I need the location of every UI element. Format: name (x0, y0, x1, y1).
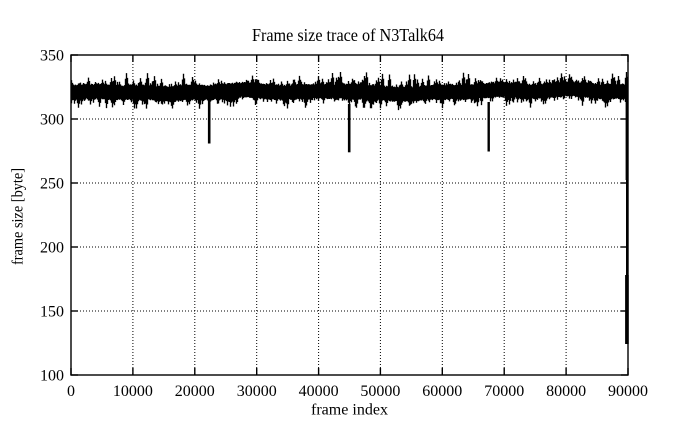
svg-text:150: 150 (40, 303, 64, 320)
svg-text:200: 200 (40, 239, 64, 256)
svg-text:frame index: frame index (311, 402, 388, 419)
svg-text:10000: 10000 (113, 383, 153, 400)
svg-text:40000: 40000 (299, 383, 339, 400)
svg-text:30000: 30000 (237, 383, 277, 400)
svg-text:frame size [byte]: frame size [byte] (10, 168, 27, 265)
svg-text:60000: 60000 (422, 383, 462, 400)
svg-text:Frame size trace of N3Talk64: Frame size trace of N3Talk64 (252, 25, 444, 45)
svg-text:20000: 20000 (175, 383, 215, 400)
svg-text:70000: 70000 (484, 383, 524, 400)
svg-text:350: 350 (40, 47, 64, 64)
svg-text:300: 300 (40, 111, 64, 128)
svg-text:100: 100 (40, 367, 64, 384)
svg-text:80000: 80000 (546, 383, 586, 400)
svg-text:250: 250 (40, 175, 64, 192)
svg-text:90000: 90000 (608, 383, 648, 400)
svg-text:0: 0 (67, 383, 75, 400)
svg-text:50000: 50000 (360, 383, 400, 400)
